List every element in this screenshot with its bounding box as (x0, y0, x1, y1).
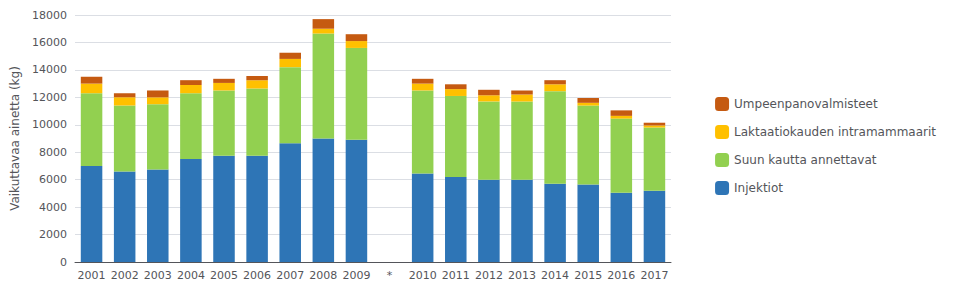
svg-text:Umpeenpanovalmisteet: Umpeenpanovalmisteet (734, 97, 878, 111)
svg-text:0: 0 (60, 256, 67, 269)
svg-text:2002: 2002 (111, 269, 139, 282)
svg-text:2003: 2003 (144, 269, 172, 282)
svg-text:2010: 2010 (409, 269, 437, 282)
svg-text:2016: 2016 (607, 269, 635, 282)
svg-text:2001: 2001 (78, 269, 106, 282)
svg-text:2006: 2006 (243, 269, 271, 282)
svg-text:2014: 2014 (541, 269, 569, 282)
svg-text:16000: 16000 (32, 36, 67, 49)
svg-text:2017: 2017 (640, 269, 668, 282)
svg-text:Vaikuttavaa ainetta (kg): Vaikuttavaa ainetta (kg) (8, 66, 22, 211)
svg-text:2012: 2012 (475, 269, 503, 282)
svg-text:2013: 2013 (508, 269, 536, 282)
svg-text:2015: 2015 (574, 269, 602, 282)
svg-text:2009: 2009 (342, 269, 370, 282)
svg-text:2008: 2008 (309, 269, 337, 282)
svg-text:Laktaatiokauden intramammaarit: Laktaatiokauden intramammaarit (734, 125, 936, 139)
svg-text:2007: 2007 (276, 269, 304, 282)
svg-text:2004: 2004 (177, 269, 205, 282)
svg-text:8000: 8000 (39, 146, 67, 159)
svg-text:*: * (387, 269, 393, 282)
svg-text:14000: 14000 (32, 63, 67, 76)
svg-text:2011: 2011 (442, 269, 470, 282)
svg-text:12000: 12000 (32, 91, 67, 104)
svg-text:4000: 4000 (39, 201, 67, 214)
svg-text:2000: 2000 (39, 228, 67, 241)
svg-text:18000: 18000 (32, 9, 67, 22)
svg-text:2005: 2005 (210, 269, 238, 282)
svg-text:6000: 6000 (39, 173, 67, 186)
svg-text:Injektiot: Injektiot (734, 181, 783, 195)
svg-text:Suun kautta annettavat: Suun kautta annettavat (734, 153, 877, 167)
svg-text:10000: 10000 (32, 118, 67, 131)
